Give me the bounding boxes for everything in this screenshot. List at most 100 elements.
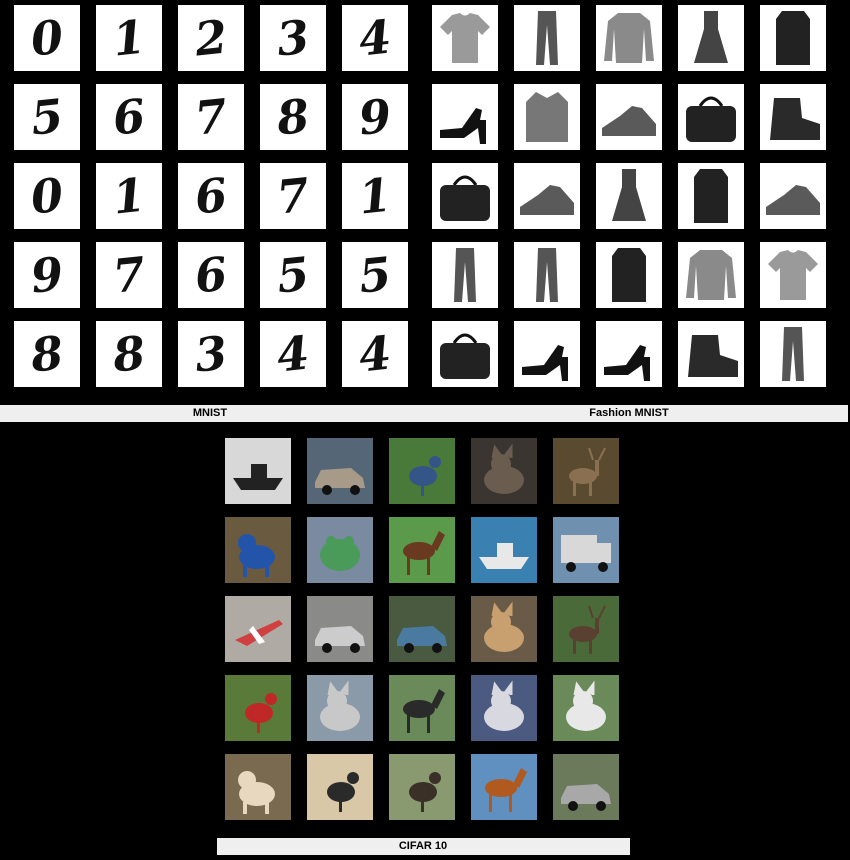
bag-icon [678, 84, 744, 150]
mnist-digit-image: 2 [178, 5, 244, 71]
horse-icon [389, 675, 455, 741]
ship-icon [225, 438, 291, 504]
mnist-digit-glyph: 6 [192, 246, 230, 304]
sneaker-icon [514, 163, 580, 229]
mnist-digit-glyph: 3 [274, 9, 312, 67]
bird-icon [307, 754, 373, 820]
tshirt-icon [760, 242, 826, 308]
mnist-digit-glyph: 3 [192, 325, 230, 383]
truck-icon [553, 517, 619, 583]
mnist-digit-image: 6 [96, 84, 162, 150]
mnist-digit-image: 3 [178, 321, 244, 387]
fashion-mnist-caption: Fashion MNIST [589, 407, 669, 419]
mnist-digit-image: 7 [260, 163, 326, 229]
coat-icon [760, 5, 826, 71]
bag-icon [432, 163, 498, 229]
sneaker-icon [596, 84, 662, 150]
coat-icon [678, 163, 744, 229]
trouser-icon [432, 242, 498, 308]
mnist-digit-glyph: 7 [110, 246, 148, 304]
automobile-icon [307, 596, 373, 662]
mnist-digit-image: 1 [96, 163, 162, 229]
mnist-digit-image: 1 [96, 5, 162, 71]
mnist-digit-image: 1 [342, 163, 408, 229]
mnist-caption: MNIST [192, 407, 228, 419]
caption-bar-bottom: CIFAR 10 [217, 838, 630, 855]
mnist-digit-glyph: 7 [274, 167, 312, 225]
shirt-icon [514, 84, 580, 150]
mnist-digit-glyph: 9 [356, 88, 394, 146]
ship-icon [471, 517, 537, 583]
mnist-digit-image: 7 [96, 242, 162, 308]
bag-icon [432, 321, 498, 387]
frog-icon [307, 517, 373, 583]
mnist-digit-glyph: 6 [192, 167, 230, 225]
cat-icon [307, 675, 373, 741]
trouser-icon [514, 242, 580, 308]
bird-icon [389, 438, 455, 504]
mnist-digit-glyph: 8 [28, 325, 66, 383]
mnist-digit-glyph: 5 [356, 246, 394, 304]
caption-bar-top: MNIST Fashion MNIST [0, 405, 848, 422]
dog-icon [225, 517, 291, 583]
mnist-digit-image: 8 [260, 84, 326, 150]
mnist-digit-glyph: 5 [274, 246, 312, 304]
dress-icon [678, 5, 744, 71]
mnist-digit-image: 3 [260, 5, 326, 71]
mnist-digit-glyph: 1 [356, 167, 394, 225]
automobile-icon [553, 754, 619, 820]
mnist-digit-glyph: 8 [274, 88, 312, 146]
mnist-digit-glyph: 1 [110, 167, 148, 225]
mnist-digit-image: 5 [342, 242, 408, 308]
mnist-digit-image: 5 [260, 242, 326, 308]
cat-icon [471, 438, 537, 504]
mnist-digit-image: 6 [178, 242, 244, 308]
ankle-boot-icon [760, 84, 826, 150]
mnist-digit-glyph: 4 [356, 325, 394, 383]
cifar10-caption: CIFAR 10 [398, 840, 448, 852]
mnist-digit-image: 5 [14, 84, 80, 150]
pullover-icon [678, 242, 744, 308]
mnist-digit-glyph: 0 [28, 9, 66, 67]
bird-icon [389, 754, 455, 820]
mnist-digit-image: 6 [178, 163, 244, 229]
mnist-digit-image: 9 [14, 242, 80, 308]
automobile-icon [389, 596, 455, 662]
dog-icon [225, 754, 291, 820]
trouser-icon [760, 321, 826, 387]
automobile-icon [307, 438, 373, 504]
tshirt-icon [432, 5, 498, 71]
sandal-icon [596, 321, 662, 387]
mnist-digit-glyph: 6 [110, 88, 148, 146]
bird-icon [225, 675, 291, 741]
sandal-icon [514, 321, 580, 387]
cat-icon [471, 675, 537, 741]
pullover-icon [596, 5, 662, 71]
horse-icon [471, 754, 537, 820]
horse-icon [389, 517, 455, 583]
ankle-boot-icon [678, 321, 744, 387]
mnist-digit-glyph: 0 [28, 167, 66, 225]
mnist-digit-glyph: 4 [356, 9, 394, 67]
cat-icon [553, 675, 619, 741]
fashion-mnist-grid [432, 5, 826, 387]
mnist-digit-glyph: 5 [28, 88, 66, 146]
mnist-digit-image: 9 [342, 84, 408, 150]
dress-icon [596, 163, 662, 229]
mnist-digit-image: 8 [96, 321, 162, 387]
cat-icon [471, 596, 537, 662]
mnist-digit-image: 7 [178, 84, 244, 150]
airplane-icon [225, 596, 291, 662]
deer-icon [553, 596, 619, 662]
sneaker-icon [760, 163, 826, 229]
sandal-icon [432, 84, 498, 150]
mnist-digit-image: 4 [342, 321, 408, 387]
coat-icon [596, 242, 662, 308]
mnist-digit-glyph: 1 [110, 9, 148, 67]
mnist-digit-image: 8 [14, 321, 80, 387]
mnist-digit-image: 0 [14, 5, 80, 71]
cifar10-grid [225, 438, 619, 820]
mnist-digit-glyph: 8 [110, 325, 148, 383]
mnist-digit-glyph: 4 [274, 325, 312, 383]
